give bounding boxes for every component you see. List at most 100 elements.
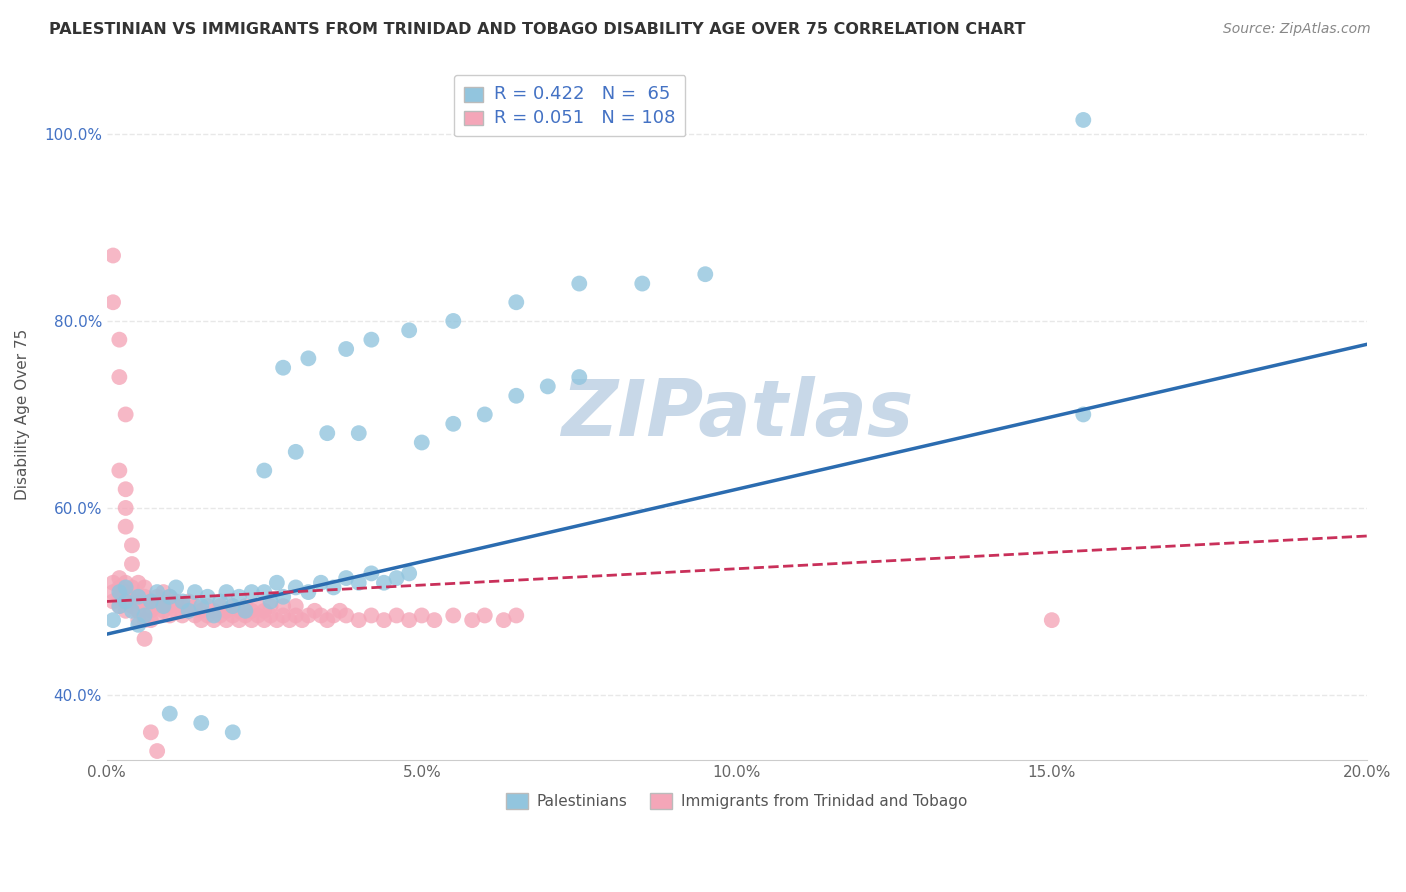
Point — [139, 604, 162, 618]
Point — [159, 608, 181, 623]
Point — [121, 590, 143, 604]
Point — [360, 333, 382, 347]
Point — [505, 295, 527, 310]
Point — [297, 608, 319, 623]
Point — [291, 613, 314, 627]
Point — [152, 594, 174, 608]
Point — [184, 599, 207, 614]
Point — [139, 594, 162, 608]
Point — [505, 608, 527, 623]
Point — [309, 608, 332, 623]
Point — [235, 608, 257, 623]
Point — [215, 585, 238, 599]
Text: PALESTINIAN VS IMMIGRANTS FROM TRINIDAD AND TOBAGO DISABILITY AGE OVER 75 CORREL: PALESTINIAN VS IMMIGRANTS FROM TRINIDAD … — [49, 22, 1026, 37]
Point — [266, 613, 288, 627]
Point — [235, 599, 257, 614]
Point — [631, 277, 654, 291]
Point — [297, 585, 319, 599]
Legend: Palestinians, Immigrants from Trinidad and Tobago: Palestinians, Immigrants from Trinidad a… — [501, 787, 973, 815]
Point — [114, 575, 136, 590]
Point — [492, 613, 515, 627]
Point — [184, 608, 207, 623]
Point — [253, 613, 276, 627]
Point — [146, 608, 169, 623]
Point — [121, 538, 143, 552]
Point — [284, 445, 307, 459]
Point — [246, 608, 269, 623]
Point — [335, 342, 357, 356]
Point — [297, 351, 319, 366]
Point — [202, 608, 225, 623]
Point — [101, 613, 124, 627]
Point — [121, 599, 143, 614]
Point — [360, 566, 382, 581]
Point — [335, 608, 357, 623]
Point — [108, 464, 131, 478]
Point — [335, 571, 357, 585]
Point — [215, 604, 238, 618]
Point — [322, 581, 344, 595]
Point — [197, 608, 219, 623]
Point — [253, 604, 276, 618]
Point — [222, 599, 245, 614]
Point — [101, 248, 124, 262]
Point — [159, 599, 181, 614]
Point — [537, 379, 560, 393]
Point — [127, 613, 149, 627]
Point — [197, 590, 219, 604]
Point — [108, 571, 131, 585]
Point — [121, 581, 143, 595]
Point — [159, 590, 181, 604]
Point — [266, 575, 288, 590]
Point — [134, 581, 156, 595]
Point — [146, 744, 169, 758]
Point — [271, 599, 294, 614]
Point — [271, 360, 294, 375]
Point — [398, 613, 420, 627]
Point — [127, 594, 149, 608]
Point — [114, 500, 136, 515]
Point — [240, 585, 263, 599]
Point — [108, 585, 131, 599]
Point — [240, 604, 263, 618]
Point — [172, 594, 194, 608]
Point — [139, 613, 162, 627]
Point — [152, 585, 174, 599]
Point — [177, 594, 200, 608]
Point — [284, 581, 307, 595]
Point — [568, 277, 591, 291]
Point — [259, 608, 281, 623]
Point — [108, 599, 131, 614]
Point — [190, 599, 212, 614]
Point — [259, 599, 281, 614]
Point — [134, 608, 156, 623]
Point — [146, 590, 169, 604]
Point — [134, 599, 156, 614]
Point — [398, 323, 420, 337]
Point — [228, 613, 250, 627]
Point — [695, 267, 717, 281]
Point — [398, 566, 420, 581]
Point — [1071, 408, 1094, 422]
Point — [108, 590, 131, 604]
Point — [165, 581, 187, 595]
Point — [284, 599, 307, 614]
Point — [134, 632, 156, 646]
Point — [134, 590, 156, 604]
Point — [114, 594, 136, 608]
Point — [461, 613, 484, 627]
Point — [505, 389, 527, 403]
Point — [316, 613, 339, 627]
Point — [121, 557, 143, 571]
Point — [228, 590, 250, 604]
Point — [159, 706, 181, 721]
Point — [316, 426, 339, 441]
Point — [240, 613, 263, 627]
Point — [253, 585, 276, 599]
Point — [114, 604, 136, 618]
Point — [259, 594, 281, 608]
Point — [165, 594, 187, 608]
Y-axis label: Disability Age Over 75: Disability Age Over 75 — [15, 329, 30, 500]
Point — [373, 575, 395, 590]
Point — [222, 725, 245, 739]
